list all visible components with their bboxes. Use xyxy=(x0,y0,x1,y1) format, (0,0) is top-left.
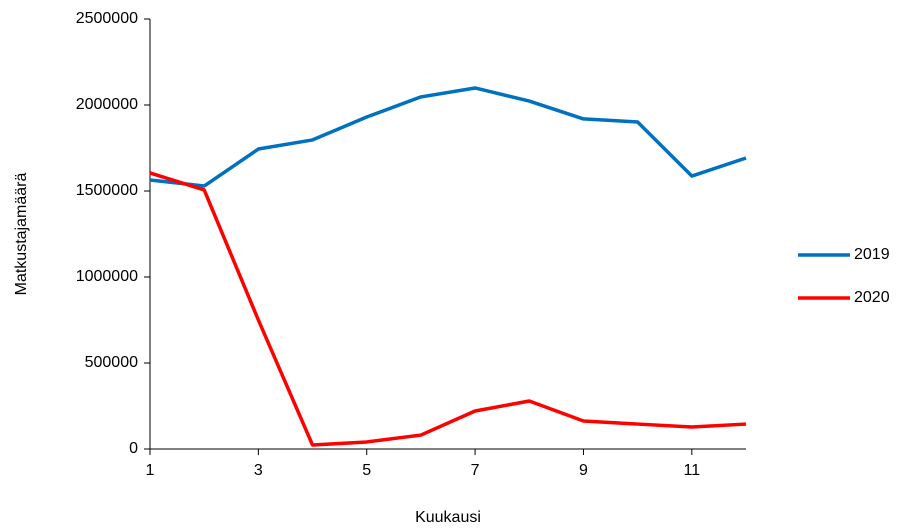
y-tick-label: 2000000 xyxy=(76,96,138,113)
x-tick-label: 11 xyxy=(684,462,701,479)
line-series xyxy=(149,171,747,447)
legend-label: 2019 xyxy=(854,246,890,263)
x-tick-label: 9 xyxy=(579,462,588,479)
y-tick-label: 1500000 xyxy=(76,182,138,199)
y-tick-label: 500000 xyxy=(85,354,138,371)
x-tick-label: 5 xyxy=(362,462,371,479)
x-tick-label: 1 xyxy=(146,462,155,479)
y-axis-title: Matkustajamäärä xyxy=(13,173,30,296)
x-tick-label: 7 xyxy=(471,462,480,479)
line-series xyxy=(149,86,747,188)
y-tick-label: 2500000 xyxy=(76,10,138,27)
y-tick-label: 1000000 xyxy=(76,268,138,285)
x-tick-label: 3 xyxy=(254,462,263,479)
legend-label: 2020 xyxy=(854,289,890,306)
y-tick-label: 0 xyxy=(129,440,138,457)
x-axis-title: Kuukausi xyxy=(415,509,481,526)
